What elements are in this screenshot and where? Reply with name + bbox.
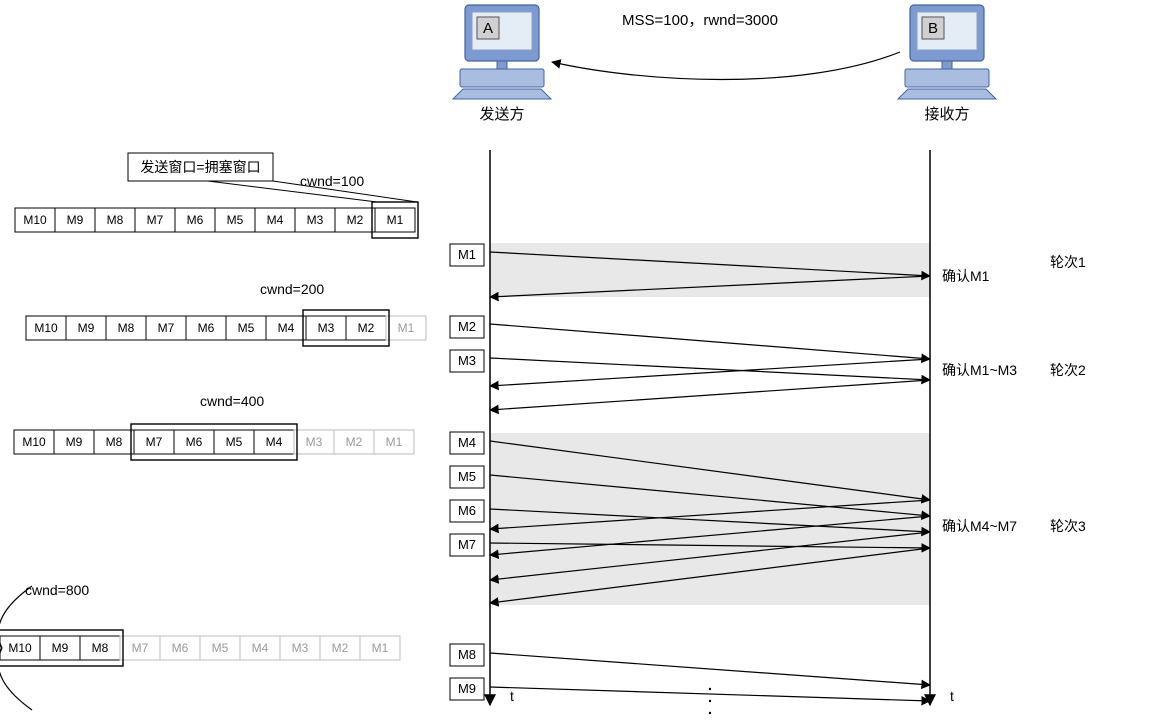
svg-text:M2: M2 [332,641,349,655]
svg-text:M10: M10 [34,321,58,335]
svg-text:M9: M9 [67,213,84,227]
svg-text:M9: M9 [78,321,95,335]
svg-text:M7: M7 [147,213,164,227]
svg-text:M7: M7 [146,435,163,449]
svg-text:M5: M5 [227,213,244,227]
svg-text:M6: M6 [186,435,203,449]
computer-b-caption: 接收方 [924,106,969,123]
svg-text:M8: M8 [92,641,109,655]
send-box-label-M4: M4 [458,435,476,450]
computer-a-label: A [483,20,493,37]
send-box-label-M8: M8 [458,647,476,662]
round-label-0: 轮次1 [1050,254,1086,270]
cwnd-label-0: cwnd=100 [300,173,364,189]
svg-text:M6: M6 [172,641,189,655]
svg-text:M9: M9 [52,641,69,655]
svg-text:M3: M3 [292,641,309,655]
shade-band-1 [490,433,930,605]
svg-text:M1: M1 [387,213,404,227]
svg-text:M6: M6 [198,321,215,335]
svg-text:M5: M5 [212,641,229,655]
cwnd-label-2: cwnd=400 [200,393,264,409]
svg-text:M6: M6 [187,213,204,227]
svg-text:M3: M3 [306,435,323,449]
svg-text:M8: M8 [107,213,124,227]
ack-label-1: 确认M1~M3 [942,362,1017,378]
round-label-1: 轮次2 [1050,362,1086,378]
svg-text:M3: M3 [307,213,324,227]
svg-text:M1: M1 [372,641,389,655]
header-params: MSS=100，rwnd=3000 [622,12,778,29]
t-label-b: t [950,688,954,704]
svg-text:M1: M1 [386,435,403,449]
svg-text:M2: M2 [346,435,363,449]
svg-text:M10: M10 [8,641,32,655]
svg-text:M8: M8 [118,321,135,335]
svg-text:M9: M9 [66,435,83,449]
svg-text:M1: M1 [398,321,415,335]
computer-b-label: B [928,20,938,37]
svg-text:M8: M8 [106,435,123,449]
svg-text:M3: M3 [318,321,335,335]
shade-band-0 [490,243,930,297]
svg-text:M2: M2 [358,321,375,335]
svg-text:M4: M4 [266,435,283,449]
svg-text:M10: M10 [23,213,47,227]
round-label-2: 轮次3 [1050,518,1086,534]
callout-text: 发送窗口=拥塞窗口 [140,159,260,175]
ack-label-2: 确认M4~M7 [942,518,1017,534]
send-box-label-M5: M5 [458,469,476,484]
svg-text:M7: M7 [132,641,149,655]
svg-text:M2: M2 [347,213,364,227]
cwnd-label-1: cwnd=200 [260,281,324,297]
ack-label-0: 确认M1 [942,268,990,284]
computer-a-caption: 发送方 [479,106,524,123]
send-box-label-M3: M3 [458,353,476,368]
send-box-label-M7: M7 [458,537,476,552]
svg-text:M5: M5 [226,435,243,449]
svg-text:M4: M4 [267,213,284,227]
svg-text:M7: M7 [158,321,175,335]
cwnd-label-3: cwnd=800 [25,582,89,598]
svg-text:M4: M4 [252,641,269,655]
send-box-label-M2: M2 [458,319,476,334]
send-box-label-M6: M6 [458,503,476,518]
svg-text:M4: M4 [278,321,295,335]
svg-text:M5: M5 [238,321,255,335]
send-box-label-M1: M1 [458,247,476,262]
svg-text:M10: M10 [22,435,46,449]
t-label-a: t [510,688,514,704]
send-box-label-M9: M9 [458,681,476,696]
